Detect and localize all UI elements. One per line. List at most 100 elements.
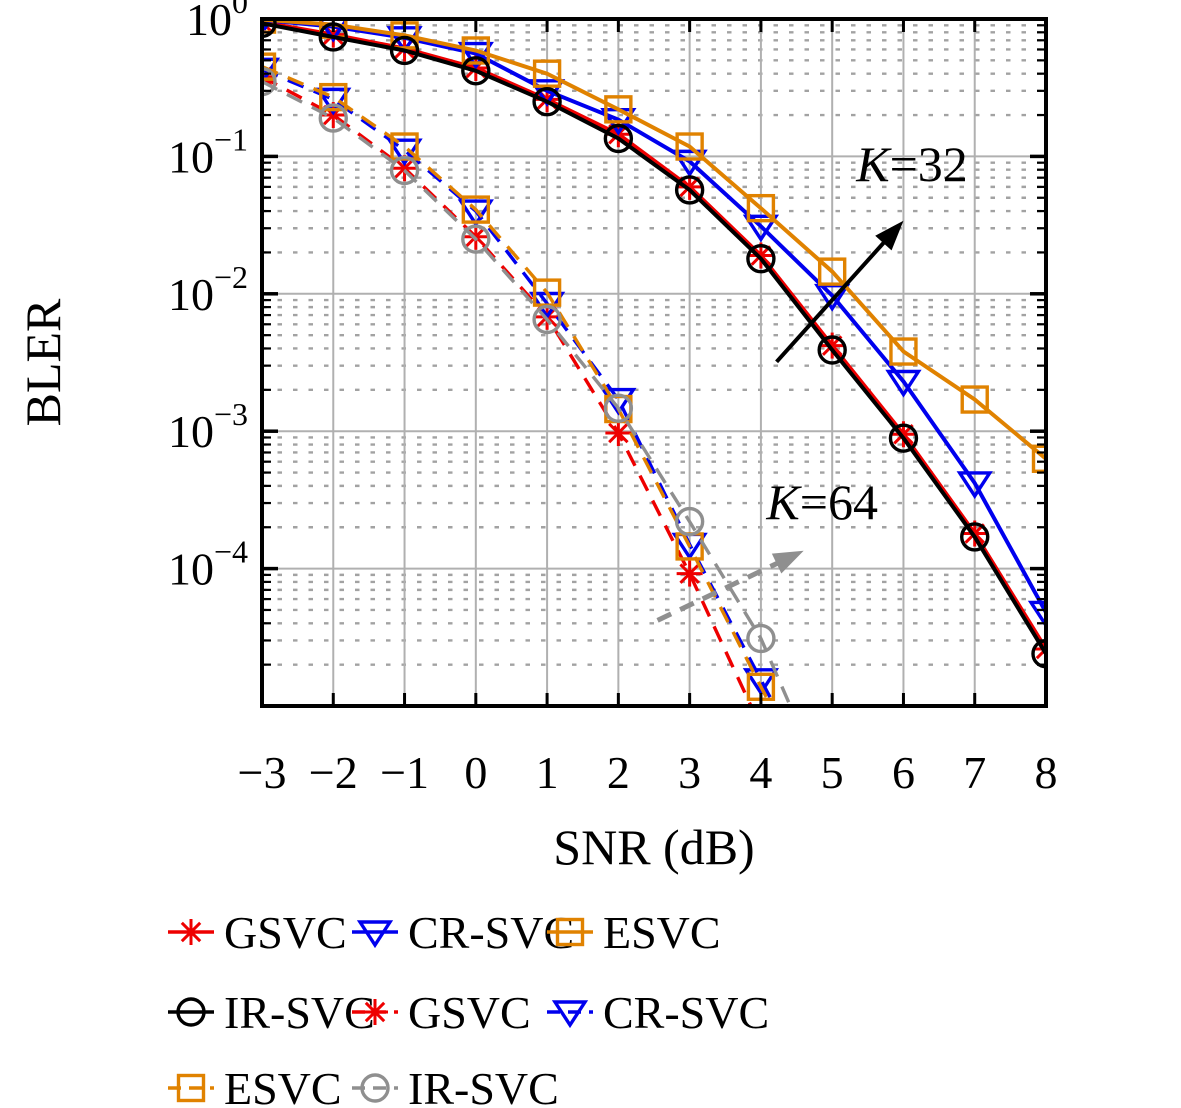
legend-label: IR-SVC (408, 1063, 559, 1108)
series-esvc-k64 (262, 52, 776, 706)
circle-marker (262, 66, 277, 97)
circle-marker (461, 224, 491, 254)
square-marker (889, 337, 918, 366)
x-tick-label: −1 (380, 747, 429, 798)
x-tick-label: 4 (749, 747, 772, 798)
square-marker (461, 195, 491, 224)
x-tick-label: 0 (464, 747, 487, 798)
legend-item-gsvc-k64: GSVC (352, 987, 531, 1038)
square-marker (1031, 444, 1046, 473)
series-group (262, 19, 1046, 706)
circle-marker (817, 335, 847, 365)
square-marker (817, 257, 847, 286)
annotation-k64: K=64 (656, 474, 878, 623)
legend: GSVC CR-SVC ESVC IR-SVC GSVC CR-SVC ESVC IR-SVC (168, 907, 769, 1108)
circle-marker (318, 103, 348, 133)
legend-item-ir-svc-k64: IR-SVC (352, 1063, 559, 1108)
triangle-down-marker (956, 471, 993, 500)
y-axis-label: BLER (15, 298, 71, 426)
triangle-down-marker (885, 369, 922, 398)
legend-label: IR-SVC (224, 987, 375, 1038)
series-cr-svc-k32 (262, 19, 1046, 629)
legend-label: GSVC (408, 987, 531, 1038)
circle-marker (360, 1073, 390, 1103)
x-tick-label: −2 (309, 747, 358, 798)
grid (262, 19, 1046, 706)
circle-marker (461, 56, 491, 86)
y-tick-label: 100 (186, 0, 248, 45)
x-tick-label: 7 (963, 747, 986, 798)
x-tick-label: 1 (536, 747, 559, 798)
triangle-down-marker (671, 149, 708, 178)
square-marker (319, 82, 348, 112)
axis-ticks (260, 19, 1048, 706)
legend-item-esvc-k32: ESVC (547, 907, 721, 958)
circle-marker (603, 393, 634, 423)
triangle-down-marker (742, 668, 780, 696)
plot-frame (260, 17, 1048, 708)
legend-label: ESVC (603, 907, 721, 958)
x-tick-label: −3 (238, 747, 287, 798)
triangle-down-marker (1027, 600, 1046, 629)
circle-marker (176, 997, 206, 1027)
square-marker (176, 1073, 206, 1103)
y-tick-label: 10−4 (168, 534, 248, 595)
x-tick-label: 8 (1035, 747, 1058, 798)
circle-marker (603, 123, 634, 154)
annotation-k32: K=32 (775, 136, 968, 364)
x-axis-label: SNR (dB) (553, 819, 754, 875)
y-tick-label: 10−2 (168, 259, 248, 320)
square-marker (746, 193, 776, 223)
y-tick-label: 10−3 (168, 396, 248, 457)
y-tick-label: 10−1 (168, 121, 248, 182)
x-tick-label: 5 (821, 747, 844, 798)
arrowhead (771, 550, 804, 574)
circle-marker (674, 175, 705, 205)
legend-item-cr-svc-k32: CR-SVC (352, 907, 574, 958)
circle-marker (960, 522, 990, 552)
triangle-down-marker (742, 214, 780, 243)
star-marker (676, 560, 703, 587)
square-marker (532, 59, 562, 88)
square-marker (555, 917, 585, 947)
square-marker (675, 132, 704, 161)
square-marker (960, 385, 989, 414)
triangle-down-marker (356, 920, 394, 949)
star-marker (178, 919, 204, 945)
star-marker (605, 420, 632, 447)
circle-marker (1031, 639, 1046, 669)
circle-marker (746, 244, 776, 274)
circle-marker (674, 506, 705, 537)
legend-item-ir-svc-k32: IR-SVC (168, 987, 375, 1038)
legend-item-cr-svc-k64: CR-SVC (547, 987, 769, 1038)
square-marker (604, 95, 633, 124)
x-tick-label: 3 (678, 747, 701, 798)
x-tick-label: 6 (892, 747, 915, 798)
legend-label: CR-SVC (603, 987, 769, 1038)
annotation-text: K=64 (765, 474, 878, 530)
series-esvc-k32 (262, 19, 1046, 473)
circle-marker (532, 87, 562, 117)
series-ir-svc-k64 (262, 66, 793, 706)
arrowhead (875, 220, 904, 251)
circle-marker (888, 423, 919, 453)
x-tick-label: 2 (607, 747, 630, 798)
annotation-text: K=32 (855, 136, 968, 192)
triangle-down-marker (457, 41, 494, 70)
legend-item-gsvc-k32: GSVC (168, 907, 347, 958)
legend-item-esvc-k64: ESVC (168, 1063, 342, 1108)
circle-marker (262, 19, 277, 39)
circle-marker (746, 623, 776, 654)
star-marker (362, 999, 388, 1025)
legend-label: CR-SVC (408, 907, 574, 958)
legend-label: ESVC (224, 1063, 342, 1108)
triangle-down-marker (551, 1000, 589, 1029)
triangle-down-marker (457, 199, 494, 228)
square-marker (262, 52, 277, 81)
circle-marker (389, 35, 420, 66)
circle-marker (532, 304, 562, 335)
legend-label: GSVC (224, 907, 347, 958)
circle-marker (389, 155, 420, 186)
square-marker (461, 36, 491, 65)
